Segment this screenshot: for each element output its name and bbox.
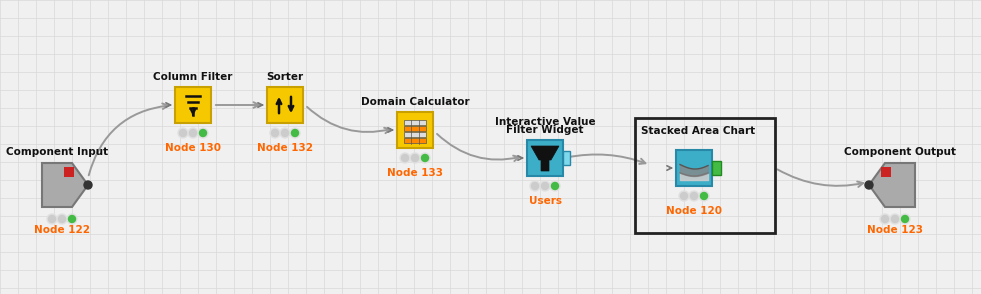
Circle shape: [700, 193, 707, 200]
Circle shape: [530, 181, 540, 191]
Circle shape: [890, 214, 900, 224]
Circle shape: [59, 216, 66, 223]
Circle shape: [401, 155, 408, 161]
Text: Component Input: Component Input: [6, 147, 108, 157]
Text: Node 130: Node 130: [165, 143, 221, 153]
Circle shape: [84, 181, 92, 189]
Polygon shape: [42, 163, 88, 207]
Text: Stacked Area Chart: Stacked Area Chart: [641, 126, 755, 136]
Polygon shape: [869, 163, 915, 207]
Circle shape: [280, 128, 290, 138]
Circle shape: [47, 214, 57, 224]
Circle shape: [540, 181, 550, 191]
Circle shape: [180, 129, 186, 136]
FancyBboxPatch shape: [881, 167, 891, 177]
Circle shape: [199, 129, 206, 136]
Text: Domain Calculator: Domain Calculator: [361, 97, 469, 107]
Text: Interactive Value: Interactive Value: [494, 117, 595, 127]
Circle shape: [865, 181, 873, 189]
Text: Component Output: Component Output: [844, 147, 956, 157]
Circle shape: [420, 153, 430, 163]
Circle shape: [551, 183, 558, 190]
FancyBboxPatch shape: [404, 138, 426, 143]
Circle shape: [400, 153, 410, 163]
Circle shape: [411, 155, 419, 161]
Text: Sorter: Sorter: [267, 72, 303, 82]
Circle shape: [410, 153, 420, 163]
Circle shape: [198, 128, 208, 138]
Circle shape: [679, 191, 689, 201]
Circle shape: [422, 155, 429, 161]
Text: Users: Users: [529, 196, 561, 206]
Circle shape: [178, 128, 188, 138]
Circle shape: [48, 216, 56, 223]
Polygon shape: [531, 146, 559, 171]
FancyBboxPatch shape: [527, 140, 563, 176]
Text: Node 122: Node 122: [34, 225, 90, 235]
Circle shape: [900, 214, 910, 224]
FancyBboxPatch shape: [404, 132, 426, 137]
Circle shape: [542, 183, 548, 190]
Text: Node 133: Node 133: [387, 168, 443, 178]
Circle shape: [188, 128, 198, 138]
Text: Filter Widget: Filter Widget: [506, 125, 584, 135]
Circle shape: [57, 214, 67, 224]
Circle shape: [550, 181, 560, 191]
Circle shape: [282, 129, 288, 136]
Circle shape: [69, 216, 76, 223]
FancyBboxPatch shape: [676, 150, 712, 186]
Circle shape: [699, 191, 709, 201]
Circle shape: [270, 128, 280, 138]
Text: Node 132: Node 132: [257, 143, 313, 153]
Circle shape: [691, 193, 697, 200]
Text: Column Filter: Column Filter: [153, 72, 232, 82]
Text: Node 120: Node 120: [666, 206, 722, 216]
Circle shape: [882, 216, 889, 223]
Circle shape: [902, 216, 908, 223]
Circle shape: [532, 183, 539, 190]
Circle shape: [291, 129, 298, 136]
Text: Node 123: Node 123: [867, 225, 923, 235]
FancyBboxPatch shape: [397, 112, 433, 148]
FancyBboxPatch shape: [404, 126, 426, 131]
FancyBboxPatch shape: [712, 161, 721, 175]
FancyBboxPatch shape: [64, 167, 74, 177]
Circle shape: [689, 191, 699, 201]
FancyBboxPatch shape: [404, 120, 426, 125]
Circle shape: [189, 129, 196, 136]
Circle shape: [67, 214, 77, 224]
FancyBboxPatch shape: [175, 87, 211, 123]
Circle shape: [681, 193, 688, 200]
Circle shape: [290, 128, 300, 138]
FancyBboxPatch shape: [267, 87, 303, 123]
Circle shape: [880, 214, 890, 224]
Circle shape: [272, 129, 279, 136]
FancyBboxPatch shape: [563, 151, 570, 165]
Circle shape: [892, 216, 899, 223]
